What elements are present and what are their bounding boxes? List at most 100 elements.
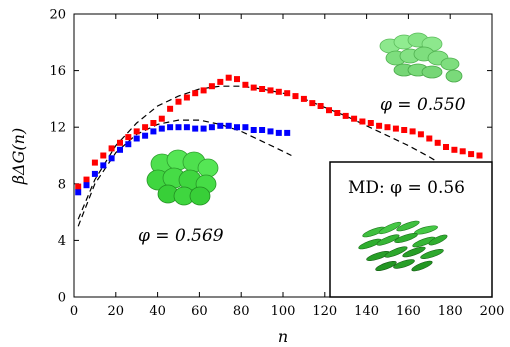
data-point-phi_0550 [334,110,340,116]
x-tick-label: 60 [191,304,208,319]
annotation-phi-0569: φ = 0.569 [138,226,224,246]
y-tick-label: 8 [58,177,66,192]
data-point-phi_0569 [276,130,282,136]
data-point-phi_0550 [159,116,165,122]
cluster-illustration-0550 [380,33,462,82]
data-point-phi_0550 [92,160,98,166]
data-point-phi_0550 [468,151,474,157]
y-tick-label: 4 [58,234,66,249]
data-point-phi_0550 [242,82,248,88]
data-point-phi_0550 [142,124,148,130]
data-point-phi_0569 [192,126,198,132]
data-point-phi_0569 [125,141,131,147]
data-point-phi_0550 [209,83,215,89]
data-point-phi_0550 [401,127,407,133]
data-point-phi_0550 [460,148,466,154]
data-point-phi_0550 [393,126,399,132]
data-point-phi_0550 [84,177,90,183]
data-point-phi_0550 [192,90,198,96]
data-point-phi_0569 [268,128,274,134]
cluster-illustration-0569 [147,150,218,205]
data-point-phi_0569 [209,124,215,130]
data-point-phi_0569 [217,123,223,129]
data-point-phi_0569 [167,124,173,130]
data-point-phi_0569 [184,124,190,130]
data-point-phi_0550 [234,76,240,82]
data-point-phi_0569 [251,127,257,133]
data-point-phi_0550 [326,107,332,113]
data-point-phi_0569 [75,189,81,195]
data-point-phi_0550 [426,136,432,142]
x-axis-label: n [278,327,288,346]
data-point-phi_0550 [134,128,140,134]
data-point-phi_0550 [477,153,483,159]
data-point-phi_0569 [176,124,182,130]
x-tick-label: 100 [271,304,296,319]
y-tick-label: 0 [58,291,66,306]
data-point-phi_0569 [109,155,115,161]
data-point-phi_0550 [268,87,274,93]
data-point-phi_0569 [100,162,106,168]
data-point-phi_0550 [359,119,365,125]
data-point-phi_0569 [284,130,290,136]
data-point-phi_0569 [150,128,156,134]
data-point-phi_0550 [117,140,123,146]
y-tick-label: 16 [49,64,66,79]
data-point-phi_0550 [301,96,307,102]
data-point-phi_0550 [351,116,357,122]
data-point-phi_0550 [150,120,156,126]
data-point-phi_0569 [201,126,207,132]
data-point-phi_0550 [435,140,441,146]
data-point-phi_0569 [226,123,232,129]
data-point-phi_0550 [109,145,115,151]
data-point-phi_0569 [117,147,123,153]
data-point-phi_0550 [343,113,349,119]
data-point-phi_0569 [242,124,248,130]
y-tick-label: 12 [49,121,66,136]
data-point-phi_0569 [84,182,90,188]
md-inset: MD: φ = 0.56 [330,162,492,297]
data-point-phi_0550 [368,120,374,126]
data-point-phi_0550 [443,144,449,150]
data-point-phi_0550 [217,79,223,85]
data-point-phi_0550 [125,134,131,140]
y-tick-label: 20 [49,8,66,23]
data-point-phi_0550 [75,184,81,190]
x-tick-label: 80 [233,304,250,319]
x-tick-label: 20 [108,304,125,319]
data-point-phi_0550 [184,95,190,101]
annotation-phi-0550: φ = 0.550 [380,95,466,115]
data-point-phi_0550 [376,123,382,129]
data-point-phi_0569 [234,124,240,130]
data-point-phi_0550 [251,85,257,91]
data-point-phi_0550 [293,93,299,99]
data-point-phi_0550 [451,147,457,153]
x-tick-label: 160 [396,304,421,319]
data-point-phi_0550 [276,89,282,95]
data-point-phi_0550 [318,103,324,109]
data-point-phi_0550 [418,131,424,137]
data-point-phi_0569 [134,136,140,142]
x-tick-label: 40 [149,304,166,319]
x-tick-label: 140 [354,304,379,319]
data-point-phi_0550 [410,128,416,134]
data-point-phi_0569 [259,127,265,133]
data-point-phi_0550 [201,87,207,93]
data-point-phi_0550 [309,100,315,106]
x-tick-label: 120 [312,304,337,319]
data-point-phi_0569 [92,171,98,177]
data-point-phi_0550 [167,106,173,112]
data-point-phi_0550 [100,153,106,159]
data-point-phi_0569 [142,133,148,139]
x-tick-label: 200 [480,304,505,319]
data-point-phi_0550 [226,75,232,81]
data-point-phi_0550 [176,99,182,105]
data-point-phi_0550 [284,90,290,96]
md-inset-label: MD: φ = 0.56 [348,178,465,198]
data-point-phi_0569 [159,126,165,132]
data-point-phi_0550 [259,86,265,92]
data-point-phi_0550 [385,124,391,130]
x-tick-label: 0 [70,304,78,319]
x-tick-label: 180 [438,304,463,319]
